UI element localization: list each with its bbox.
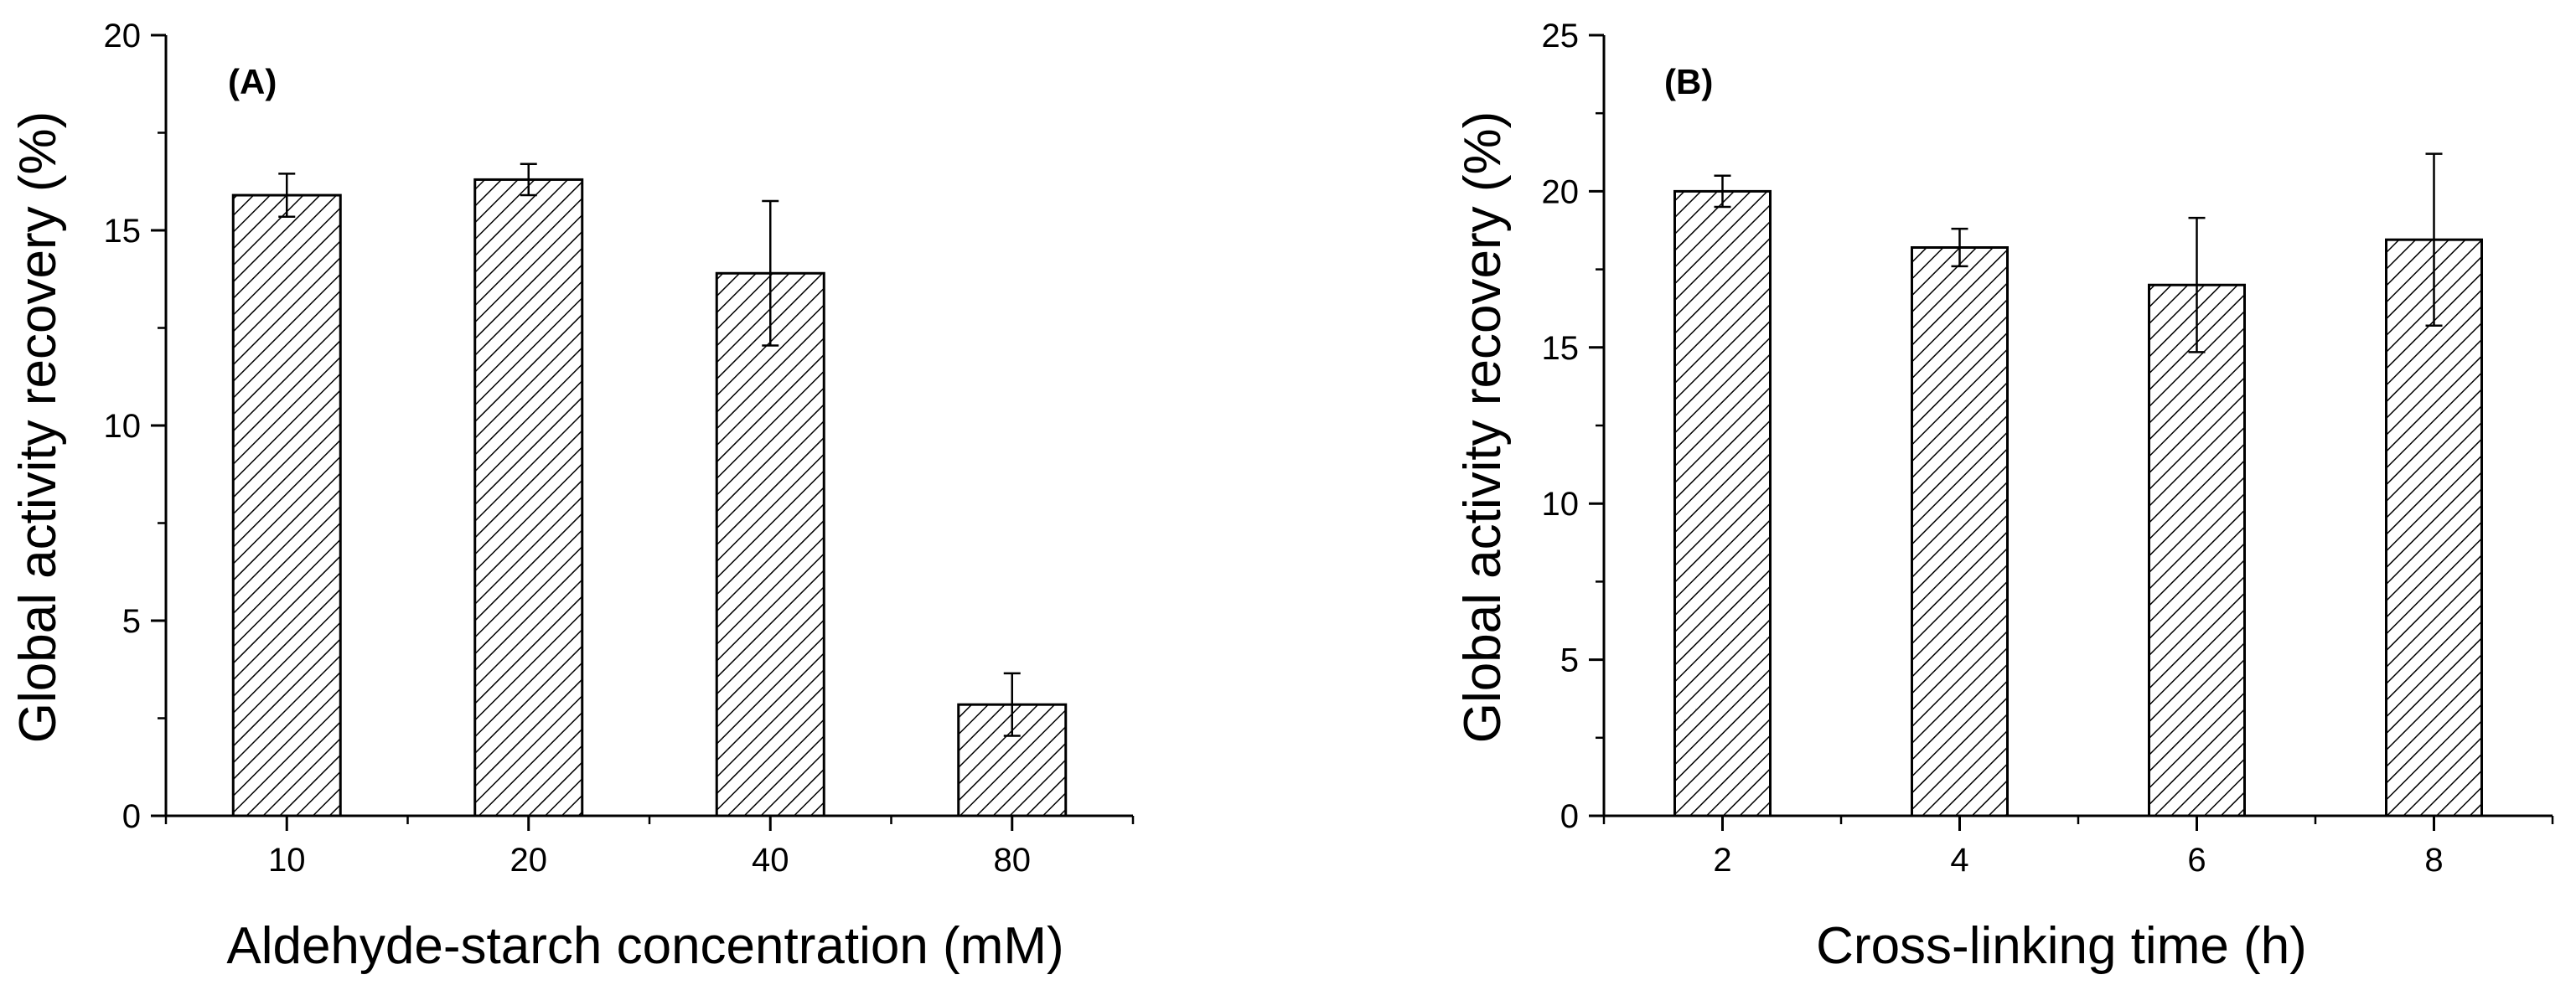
panel-b-bar-2 bbox=[1673, 189, 1772, 817]
panel-b-xtick-label-6: 6 bbox=[2187, 842, 2206, 879]
panel-b-xtick-label-8: 8 bbox=[2424, 842, 2443, 879]
panel-a-xtick-label-40: 40 bbox=[752, 842, 789, 879]
panel-b-ytick-label-20: 20 bbox=[1542, 173, 1580, 210]
panel-b-xlabel: Cross-linking time (h) bbox=[1816, 917, 2307, 975]
panel-a-bar-10 bbox=[231, 193, 342, 817]
panel-a-xtick-label-80: 80 bbox=[994, 842, 1032, 879]
panel-b-label: (B) bbox=[1664, 62, 1713, 101]
panel-a-ytick-label-10: 10 bbox=[104, 408, 142, 445]
panel-b-xtick-label-4: 4 bbox=[1950, 842, 1968, 879]
panel-a-xlabel: Aldehyde-starch concentration (mM) bbox=[226, 917, 1063, 975]
panel-b-ytick-label-25: 25 bbox=[1542, 18, 1580, 54]
panel-a-xtick-label-20: 20 bbox=[510, 842, 548, 879]
panel-a-ytick-label-20: 20 bbox=[104, 18, 142, 54]
panel-a-ytick-label-5: 5 bbox=[122, 603, 141, 640]
panel-b: 0 5 10 15 20 25 2 4 6 8 (B) Cross-linking time (… bbox=[1454, 18, 2554, 975]
panel-a-xticks: 10 20 40 80 bbox=[164, 816, 1135, 879]
panel-a: 0 5 10 15 20 10 20 40 80 (A) Aldehyde-starch co… bbox=[9, 18, 1135, 975]
panel-b-ytick-label-15: 15 bbox=[1542, 330, 1580, 367]
panel-a-bar-40 bbox=[715, 271, 825, 817]
panel-b-ytick-label-0: 0 bbox=[1560, 798, 1579, 835]
panel-b-ytick-label-10: 10 bbox=[1542, 486, 1580, 523]
panel-b-bar-4 bbox=[1911, 246, 2009, 817]
panel-a-ylabel: Global activity recovery (%) bbox=[9, 111, 67, 744]
panel-a-bars bbox=[231, 178, 1068, 817]
panel-b-ylabel: Global activity recovery (%) bbox=[1454, 111, 1512, 744]
panel-a-errorbars bbox=[278, 162, 1021, 737]
panel-a-xtick-label-10: 10 bbox=[268, 842, 306, 879]
panel-a-bar-20 bbox=[473, 178, 584, 817]
panel-b-bar-6 bbox=[2148, 283, 2246, 817]
panel-b-xtick-label-2: 2 bbox=[1713, 842, 1731, 879]
panel-b-xticks: 2 4 6 8 bbox=[1602, 816, 2554, 879]
panel-b-ytick-label-5: 5 bbox=[1560, 642, 1579, 679]
panel-b-errorbars bbox=[1714, 152, 2443, 353]
panel-b-bar-8 bbox=[2385, 238, 2483, 817]
panel-b-yticks: 0 5 10 15 20 25 bbox=[1542, 18, 1604, 835]
panel-a-yticks: 0 5 10 15 20 bbox=[104, 18, 166, 835]
panel-a-ytick-label-15: 15 bbox=[104, 213, 142, 250]
panel-a-ytick-label-0: 0 bbox=[122, 798, 141, 835]
panel-a-label: (A) bbox=[228, 62, 277, 101]
panel-b-bars bbox=[1673, 189, 2483, 817]
